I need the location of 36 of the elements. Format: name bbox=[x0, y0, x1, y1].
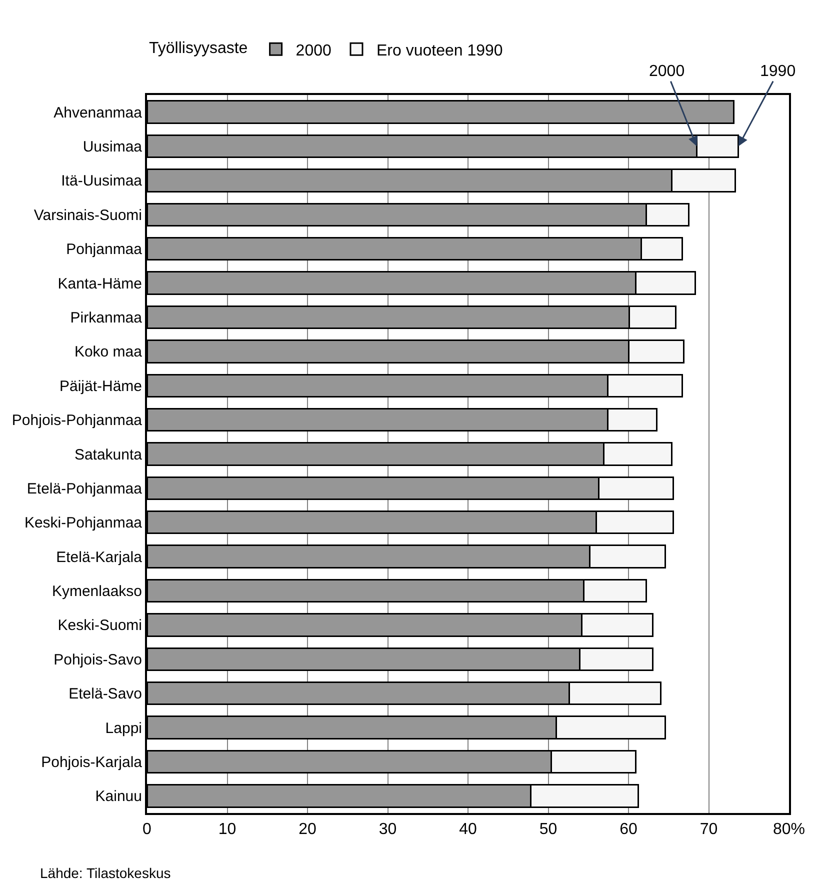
y-tick-label: Uusimaa bbox=[82, 138, 143, 156]
y-tick-label: Pirkanmaa bbox=[70, 309, 143, 326]
y-tick-label: Satakunta bbox=[74, 446, 143, 464]
y-tick-label: Itä-Uusimaa bbox=[61, 172, 143, 190]
y-tick-label: Lappi bbox=[105, 720, 142, 737]
y-tick-label: Keski-Pohjanmaa bbox=[24, 514, 143, 532]
y-tick-label: Kymenlaakso bbox=[52, 583, 142, 600]
y-tick-label: Etelä-Pohjanmaa bbox=[26, 480, 143, 498]
x-tick-label: 80% bbox=[772, 821, 806, 838]
y-tick-label: Keski-Suomi bbox=[58, 617, 142, 634]
annotation: 1990 bbox=[760, 63, 796, 80]
y-tick-label: Etelä-Savo bbox=[68, 686, 142, 703]
y-tick-label: Pohjois-Savo bbox=[54, 651, 142, 668]
x-tick-label: 60 bbox=[620, 821, 638, 838]
y-tick-label: Varsinais-Suomi bbox=[34, 206, 142, 224]
y-tick-label: Pohjois-Pohjanmaa bbox=[12, 412, 143, 430]
x-tick-label: 20 bbox=[298, 821, 316, 838]
y-tick-label: Ahvenanmaa bbox=[54, 104, 143, 122]
y-tick-label: Etelä-Karjala bbox=[56, 548, 143, 566]
x-tick-label: 30 bbox=[378, 821, 397, 838]
legend-title: Työllisyysaste bbox=[149, 40, 248, 58]
y-tick-label: Kainuu bbox=[95, 788, 142, 806]
annotation: 2000 bbox=[649, 63, 685, 80]
x-tick-label: 50 bbox=[539, 821, 558, 838]
x-tick-label: 0 bbox=[142, 821, 152, 838]
y-tick-label: Pohjois-Karjala bbox=[41, 754, 143, 771]
x-tick-label: 10 bbox=[218, 821, 236, 838]
y-tick-label: Koko maa bbox=[74, 344, 143, 361]
y-tick-label: Pohjanmaa bbox=[66, 241, 143, 258]
x-tick-label: 70 bbox=[700, 821, 718, 838]
legend-label: Ero vuoteen 1990 bbox=[376, 42, 503, 60]
y-tick-label: Päijät-Häme bbox=[59, 378, 142, 395]
legend-label: 2000 bbox=[296, 42, 332, 60]
text: Lähde: Tilastokeskus bbox=[40, 865, 171, 881]
y-tick-label: Kanta-Häme bbox=[58, 275, 142, 292]
x-tick-label: 40 bbox=[459, 821, 477, 838]
